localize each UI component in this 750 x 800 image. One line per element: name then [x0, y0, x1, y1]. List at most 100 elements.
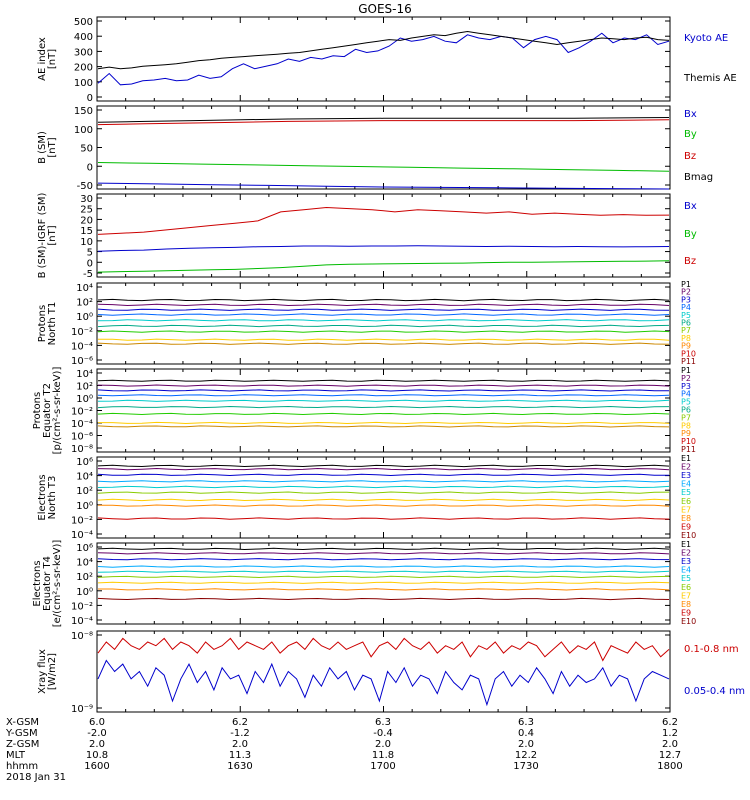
y-tick-label: 10⁻⁹ — [71, 704, 93, 715]
legend-entry: P9 — [681, 342, 691, 351]
series-line-p5 — [97, 319, 670, 322]
panel-ee: 10⁶ 10⁴ 10² 10⁰ 10⁻² 10⁻⁴ Electrons Equator T4[… — [32, 540, 696, 628]
series-line-p3 — [97, 389, 669, 392]
legend-entry: P8 — [681, 421, 691, 430]
ephemeris-value: -1.2 — [230, 728, 250, 739]
ephemeris-value: 1630 — [227, 761, 252, 772]
y-axis-label: Protons — [37, 305, 48, 342]
series-line-themis-ae — [97, 30, 670, 70]
ephemeris-value: 11.3 — [229, 750, 251, 761]
series-line-p6 — [97, 405, 670, 409]
series-line-e4 — [97, 480, 670, 483]
legend-entry: P4 — [681, 303, 691, 312]
y-tick-label: 10² — [76, 298, 93, 309]
ephemeris-value: 10.8 — [86, 750, 108, 761]
y-tick-label: 20 — [80, 215, 93, 226]
series-line-p6 — [97, 324, 670, 328]
y-tick-label: 5 — [87, 248, 93, 259]
legend-entry: E9 — [681, 522, 691, 531]
legend-entry: E7 — [681, 505, 691, 514]
y-tick-label: 10⁻² — [71, 327, 93, 338]
ephemeris-value: 0.4 — [518, 728, 534, 739]
y-axis-label: B (SM) — [37, 131, 48, 164]
series-line-p8 — [98, 338, 670, 341]
legend-entry: Themis AE — [683, 73, 737, 84]
series-line-bx — [97, 245, 670, 252]
legend-entry: E2 — [681, 549, 691, 558]
y-tick-label: 10⁰ — [76, 501, 93, 512]
legend-entry: Kyoto AE — [684, 33, 728, 44]
series-line-0-1-0-8-nm — [97, 637, 670, 662]
ephemeris-value: 1600 — [84, 761, 109, 772]
panel-frame — [96, 16, 671, 102]
y-axis-label: [nT] — [47, 225, 58, 245]
y-axis-label: Electrons — [37, 474, 48, 520]
ephemeris-value: 11.8 — [372, 750, 394, 761]
panel-frame — [96, 193, 671, 278]
series-line-p2 — [97, 303, 670, 307]
series-line-e5 — [97, 485, 670, 489]
series-line-e3 — [97, 558, 670, 561]
y-tick-label: 10⁴ — [76, 369, 93, 380]
series-line-p7 — [97, 330, 670, 333]
series-line-p1 — [97, 298, 670, 302]
series-line-e8 — [98, 504, 670, 507]
ephemeris-value: 1700 — [370, 761, 395, 772]
panel-frame — [96, 368, 671, 453]
legend-entry: P7 — [681, 413, 691, 422]
y-tick-label: 100 — [74, 78, 93, 89]
ephemeris-label: Z-GSM — [6, 739, 39, 750]
plot-date: 2018 Jan 31 — [6, 772, 66, 783]
ephemeris-value: 6.2 — [662, 717, 678, 728]
y-tick-label: 10⁴ — [76, 558, 93, 569]
chart-title: GOES-16 — [358, 2, 412, 16]
ephemeris-value: 1.2 — [662, 728, 678, 739]
ephemeris-value: 6.2 — [232, 717, 248, 728]
y-tick-label: 10⁻⁴ — [71, 419, 93, 430]
legend-entry: P6 — [681, 406, 691, 415]
ephemeris-value: 2.0 — [375, 739, 391, 750]
y-tick-label: 10⁻⁴ — [71, 530, 93, 541]
legend-entry: By — [684, 129, 697, 140]
y-axis-label: [nT] — [47, 49, 58, 69]
y-tick-label: 10⁴ — [76, 283, 93, 294]
ephemeris-value: 2.0 — [89, 739, 105, 750]
legend-entry: P5 — [681, 398, 691, 407]
y-axis-label: Equator T2 — [42, 383, 53, 438]
y-tick-label: 10⁶ — [76, 543, 93, 554]
y-tick-label: 200 — [74, 63, 93, 74]
y-tick-label: -50 — [77, 181, 93, 192]
y-tick-label: 50 — [80, 144, 93, 155]
ephemeris-value: 1800 — [657, 761, 682, 772]
legend-entry: P8 — [681, 334, 691, 343]
y-axis-label: B (SM)-IGRF (SM) — [37, 193, 48, 279]
legend-entry: E5 — [681, 488, 691, 497]
y-tick-label: 10⁻⁸ — [71, 444, 93, 455]
series-line-p3 — [97, 308, 670, 311]
series-line-e7 — [97, 498, 670, 502]
y-tick-label: 10⁻⁴ — [71, 616, 93, 627]
y-axis-label: [W/m2] — [47, 653, 58, 690]
ephemeris-label: hhmm — [6, 761, 38, 772]
series-line-e9 — [97, 517, 670, 520]
y-tick-label: 10⁴ — [76, 472, 93, 483]
legend-entry: E9 — [681, 608, 691, 617]
ephemeris-value: 2.0 — [232, 739, 248, 750]
legend-entry: By — [684, 229, 697, 240]
legend-entry: E3 — [681, 471, 691, 480]
ephemeris-value: 2.0 — [662, 739, 678, 750]
y-axis-label: [e/(cm²-s-sr-keV)] — [52, 540, 63, 628]
legend-entry: E10 — [681, 617, 696, 626]
y-tick-label: 10⁰ — [76, 394, 93, 405]
series-line-e1 — [97, 547, 670, 551]
series-line-by — [97, 162, 670, 172]
series-line-bz — [97, 206, 670, 235]
y-tick-label: 10² — [76, 572, 93, 583]
series-line-kyoto-ae — [97, 32, 670, 86]
y-tick-label: 10⁻⁸ — [71, 631, 93, 642]
series-line-e7 — [97, 581, 670, 584]
